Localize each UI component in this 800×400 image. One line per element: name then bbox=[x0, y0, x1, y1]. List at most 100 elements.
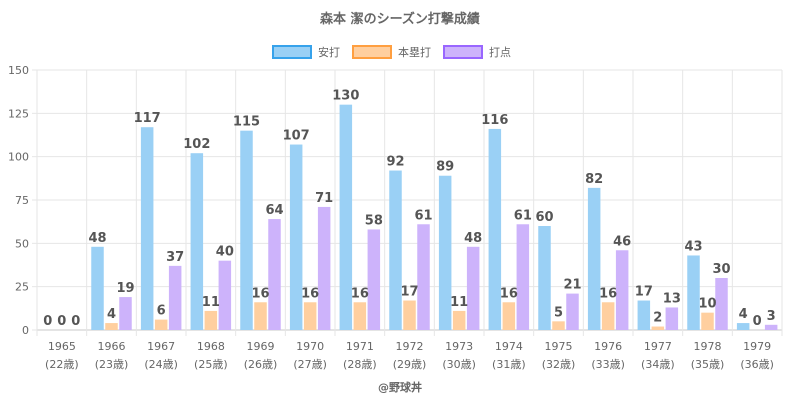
data-label: 16 bbox=[500, 286, 518, 301]
x-tick-label: 1972 bbox=[396, 340, 424, 353]
legend-item-0[interactable]: 安打 bbox=[272, 45, 340, 59]
legend-label: 打点 bbox=[489, 45, 511, 59]
x-tick-sublabel: (28歳) bbox=[343, 358, 377, 371]
bar-打点-1967 bbox=[168, 265, 182, 330]
x-tick-label: 1966 bbox=[98, 340, 126, 353]
data-label: 6 bbox=[157, 304, 166, 319]
x-tick-sublabel: (30歳) bbox=[442, 358, 476, 371]
bar-打点-1979 bbox=[764, 324, 778, 330]
bar-打点-1969 bbox=[268, 219, 281, 330]
legend-swatch bbox=[272, 45, 312, 59]
y-axis: 0 25 50 75 100 125 150 bbox=[8, 64, 37, 337]
bar-安打-1977 bbox=[637, 300, 651, 330]
x-tick-sublabel: (26歳) bbox=[244, 358, 278, 371]
bar-本塁打-1970 bbox=[303, 302, 317, 330]
x-tick-sublabel: (31歳) bbox=[492, 358, 526, 371]
data-label: 58 bbox=[365, 213, 383, 228]
data-label: 48 bbox=[88, 231, 106, 246]
x-tick-sublabel: (32歳) bbox=[542, 358, 576, 371]
y-tick-label: 150 bbox=[8, 64, 29, 77]
data-label: 3 bbox=[767, 309, 776, 324]
bar-本塁打-1966 bbox=[105, 323, 118, 330]
bar-打点-1973 bbox=[466, 246, 480, 330]
bar-本塁打-1972 bbox=[403, 300, 416, 330]
y-tick-label: 25 bbox=[15, 281, 29, 294]
data-label: 4 bbox=[739, 307, 748, 322]
bar-本塁打-1976 bbox=[601, 302, 615, 330]
data-label: 130 bbox=[332, 89, 359, 104]
bar-打点-1976 bbox=[615, 250, 629, 330]
data-label: 117 bbox=[134, 111, 161, 126]
data-label: 46 bbox=[613, 234, 631, 249]
legend-swatch bbox=[352, 45, 392, 59]
x-tick-sublabel: (36歳) bbox=[740, 358, 774, 371]
bar-打点-1977 bbox=[665, 307, 679, 330]
legend-label: 本塁打 bbox=[398, 45, 431, 59]
legend-label: 安打 bbox=[318, 45, 340, 59]
data-label: 71 bbox=[315, 191, 333, 206]
bar-打点-1968 bbox=[218, 260, 232, 330]
x-tick-label: 1965 bbox=[48, 340, 76, 353]
y-tick-label: 0 bbox=[22, 324, 29, 337]
data-label: 17 bbox=[400, 285, 418, 300]
data-label: 60 bbox=[535, 210, 553, 225]
x-tick-sublabel: (27歳) bbox=[293, 358, 327, 371]
x-tick-sublabel: (35歳) bbox=[691, 358, 725, 371]
bar-安打-1979 bbox=[736, 323, 750, 330]
bar-安打-1976 bbox=[587, 187, 601, 330]
data-label: 40 bbox=[216, 245, 234, 260]
x-tick-sublabel: (25歳) bbox=[194, 358, 228, 371]
data-label: 17 bbox=[635, 285, 653, 300]
x-tick-sublabel: (23歳) bbox=[95, 358, 129, 371]
bar-安打-1969 bbox=[240, 130, 253, 330]
data-label: 16 bbox=[599, 286, 617, 301]
bar-打点-1975 bbox=[566, 293, 579, 330]
data-label: 116 bbox=[481, 113, 508, 128]
chart-title: 森本 潔のシーズン打撃成績 bbox=[320, 11, 480, 27]
bar-安打-1971 bbox=[339, 104, 353, 331]
x-axis: 1965 (22歳) 1966 (23歳) 1967 (24歳) 1968 (25歳) 1969… bbox=[45, 340, 774, 371]
data-label: 30 bbox=[712, 262, 730, 277]
bar-安打-1973 bbox=[438, 175, 452, 330]
y-tick-label: 100 bbox=[8, 151, 29, 164]
data-label: 89 bbox=[436, 160, 454, 175]
y-tick-label: 75 bbox=[15, 194, 29, 207]
data-label: 11 bbox=[202, 295, 220, 310]
bar-安打-1975 bbox=[538, 226, 551, 330]
data-label: 0 bbox=[43, 314, 52, 329]
bar-本塁打-1971 bbox=[353, 302, 367, 330]
legend-swatch bbox=[443, 45, 483, 59]
x-tick-label: 1974 bbox=[495, 340, 523, 353]
legend-item-1[interactable]: 本塁打 bbox=[352, 45, 431, 59]
bars bbox=[91, 104, 778, 331]
y-tick-label: 50 bbox=[15, 237, 29, 250]
data-label: 11 bbox=[450, 295, 468, 310]
x-tick-label: 1977 bbox=[644, 340, 672, 353]
data-label: 0 bbox=[753, 314, 762, 329]
bar-本塁打-1978 bbox=[701, 312, 714, 330]
bar-打点-1974 bbox=[516, 224, 530, 330]
x-tick-label: 1975 bbox=[545, 340, 573, 353]
bar-本塁打-1967 bbox=[154, 319, 168, 330]
x-tick-label: 1969 bbox=[247, 340, 275, 353]
data-label: 19 bbox=[116, 281, 134, 296]
bar-安打-1968 bbox=[190, 153, 204, 330]
data-label: 5 bbox=[554, 305, 563, 320]
x-tick-label: 1979 bbox=[743, 340, 771, 353]
legend-item-2[interactable]: 打点 bbox=[443, 45, 511, 59]
bar-本塁打-1969 bbox=[254, 302, 267, 330]
bar-打点-1972 bbox=[417, 224, 430, 330]
x-tick-label: 1968 bbox=[197, 340, 225, 353]
data-label: 21 bbox=[563, 278, 581, 293]
data-label: 16 bbox=[301, 286, 319, 301]
bar-本塁打-1973 bbox=[452, 310, 466, 330]
x-tick-sublabel: (29歳) bbox=[393, 358, 427, 371]
bar-安打-1974 bbox=[488, 128, 502, 330]
bar-打点-1970 bbox=[317, 206, 331, 330]
y-tick-label: 125 bbox=[8, 107, 29, 120]
credit: @野球丼 bbox=[378, 380, 422, 394]
x-tick-label: 1973 bbox=[445, 340, 473, 353]
bar-安打-1978 bbox=[687, 255, 700, 330]
bar-安打-1967 bbox=[140, 127, 154, 330]
